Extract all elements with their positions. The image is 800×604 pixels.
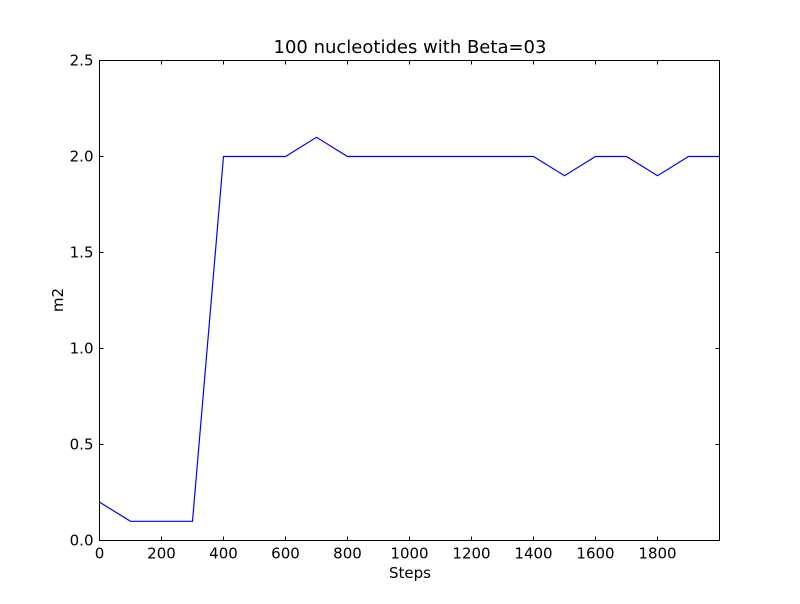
x-tick-label: 800: [333, 545, 362, 563]
y-tick-label: 1.0: [70, 340, 94, 358]
x-tick-label: 1400: [514, 545, 552, 563]
y-tick-label: 0.0: [70, 532, 94, 550]
y-tick-label: 1.5: [70, 244, 94, 262]
x-tick-label: 200: [147, 545, 176, 563]
x-tick-label: 0: [95, 545, 105, 563]
x-tick-label: 600: [271, 545, 300, 563]
chart-title: 100 nucleotides with Beta=03: [274, 37, 547, 58]
x-tick-label: 1600: [576, 545, 614, 563]
y-tick-label: 2.0: [70, 148, 94, 166]
x-tick-label: 1200: [452, 545, 490, 563]
y-tick-label: 0.5: [70, 436, 94, 454]
series-line: [99, 136, 720, 522]
x-tick-label: 1800: [638, 545, 676, 563]
y-tick-label: 2.5: [70, 52, 94, 70]
y-axis-label: m2: [49, 288, 67, 312]
plot-frame: [99, 60, 720, 541]
series-layer: [99, 136, 720, 522]
x-tick-label: 400: [209, 545, 238, 563]
ticks-layer: 0 200 400 600 800 1000 1200 1400 1600 1800 0.0 0.5 1…: [70, 52, 720, 563]
x-axis-label: Steps: [389, 564, 431, 582]
x-tick-label: 1000: [390, 545, 428, 563]
